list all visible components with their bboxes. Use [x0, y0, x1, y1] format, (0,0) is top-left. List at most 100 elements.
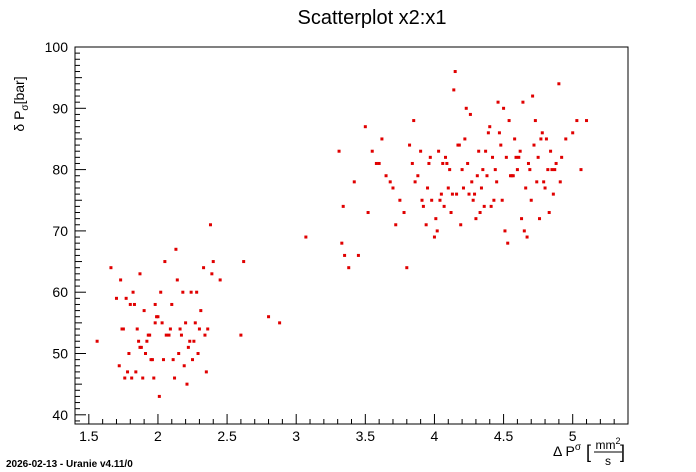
y-axis: 40 50 60 70 80 90 100 — [45, 39, 86, 423]
data-point — [531, 94, 535, 98]
data-point — [420, 198, 424, 202]
data-point — [304, 235, 308, 239]
data-point — [477, 149, 481, 153]
data-point — [495, 180, 499, 184]
data-point — [575, 119, 579, 123]
data-point — [384, 174, 388, 178]
data-point — [109, 266, 113, 270]
data-point — [427, 161, 431, 165]
data-point — [496, 100, 500, 104]
data-point — [518, 149, 522, 153]
data-point — [337, 149, 341, 153]
data-point — [434, 217, 438, 221]
x-tick-label: 4.5 — [494, 428, 514, 444]
data-point — [186, 345, 190, 349]
data-point — [500, 198, 504, 202]
x-axis-label-main-group: Δ Pσ — [553, 442, 582, 459]
y-tick-label: 50 — [52, 346, 68, 362]
data-point — [203, 333, 207, 337]
x-axis-label-bracket-left: [ — [586, 442, 591, 462]
data-point — [502, 106, 506, 110]
data-point — [127, 352, 131, 356]
data-point — [564, 137, 568, 141]
data-point — [132, 302, 136, 306]
data-point — [152, 376, 156, 380]
data-point — [138, 345, 142, 349]
y-tick-label: 70 — [52, 223, 68, 239]
data-point — [486, 131, 490, 135]
data-point — [278, 321, 282, 325]
x-tick-label: 3.5 — [356, 428, 376, 444]
data-point — [204, 370, 208, 374]
data-point — [95, 339, 99, 343]
data-point — [463, 137, 467, 141]
data-point — [546, 168, 550, 172]
data-point — [508, 174, 512, 178]
data-point — [525, 235, 529, 239]
x-axis-label-bracket-right: ] — [620, 442, 625, 462]
data-point — [161, 358, 165, 362]
data-point — [137, 339, 141, 343]
data-point — [466, 161, 470, 165]
data-point — [416, 174, 420, 178]
data-point — [178, 327, 182, 331]
data-point — [550, 168, 554, 172]
data-point — [448, 168, 452, 172]
data-point — [117, 364, 121, 368]
data-point — [192, 339, 196, 343]
data-point — [412, 119, 416, 123]
data-point — [377, 161, 381, 165]
data-point — [206, 327, 210, 331]
data-point — [473, 192, 477, 196]
data-point — [135, 327, 139, 331]
data-point — [164, 333, 168, 337]
x-tick-label: 2.5 — [217, 428, 237, 444]
data-point — [184, 321, 188, 325]
data-point — [181, 290, 185, 294]
data-point — [441, 161, 445, 165]
y-tick-label: 60 — [52, 284, 68, 300]
data-point — [445, 161, 449, 165]
data-point — [171, 358, 175, 362]
data-point — [504, 155, 508, 159]
data-point — [242, 260, 246, 264]
x-axis-label-fraction-denominator: s — [605, 454, 611, 468]
y-tick-label: 100 — [45, 39, 69, 55]
data-point — [424, 223, 428, 227]
data-point — [148, 333, 152, 337]
data-point — [452, 88, 456, 92]
data-point — [145, 339, 149, 343]
data-point — [210, 272, 214, 276]
data-point — [138, 272, 142, 276]
data-point — [197, 327, 201, 331]
data-point — [410, 161, 414, 165]
data-point — [488, 125, 492, 129]
data-point — [533, 119, 537, 123]
data-point — [453, 70, 457, 74]
data-point — [163, 260, 167, 264]
data-point — [134, 370, 138, 374]
data-point — [124, 296, 128, 300]
data-point — [542, 180, 546, 184]
data-point — [449, 211, 453, 215]
data-point — [208, 223, 212, 227]
x-axis: 1.5 2 2.5 3 3.5 4 4.5 5 — [74, 414, 629, 444]
data-point — [450, 192, 454, 196]
data-point — [343, 253, 347, 257]
data-point — [128, 302, 132, 306]
x-axis-label-num: mm — [595, 438, 615, 452]
data-point — [521, 100, 525, 104]
data-point — [557, 82, 561, 86]
data-point — [189, 290, 193, 294]
data-point — [267, 315, 271, 319]
data-point — [554, 161, 558, 165]
data-point — [464, 106, 468, 110]
data-point — [585, 119, 589, 123]
data-point — [460, 168, 464, 172]
data-point — [491, 155, 495, 159]
data-point — [442, 204, 446, 208]
data-point — [484, 149, 488, 153]
plot-frame — [74, 46, 629, 425]
data-point — [126, 370, 130, 374]
